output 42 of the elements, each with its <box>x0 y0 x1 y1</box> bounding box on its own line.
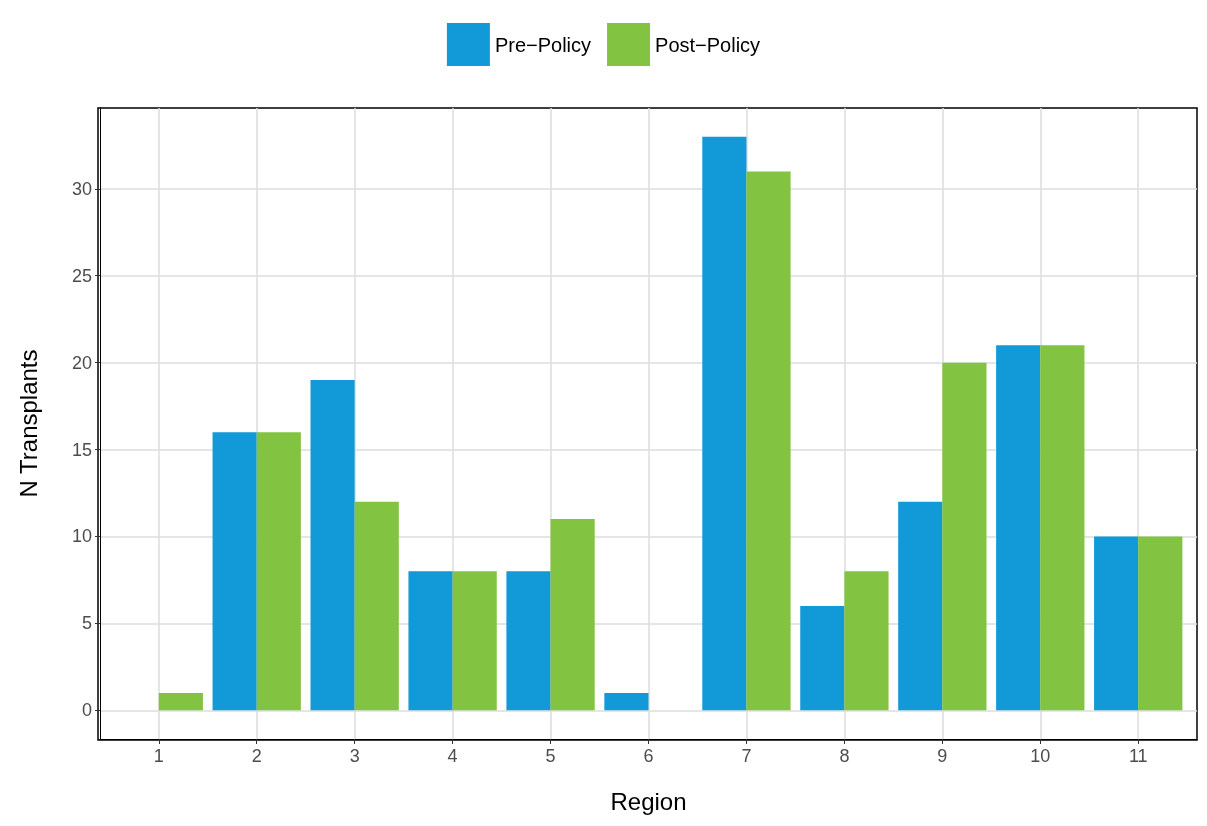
bar <box>1094 536 1139 711</box>
x-tick-label: 3 <box>349 746 360 766</box>
x-tick-label: 9 <box>937 746 948 766</box>
bar <box>452 571 497 711</box>
bar <box>800 606 845 711</box>
x-tick-label: 10 <box>1030 746 1051 766</box>
x-tick-label: 5 <box>545 746 556 766</box>
x-axis-title: Region <box>610 787 687 815</box>
bar <box>746 171 791 711</box>
bar <box>898 501 943 711</box>
x-tick-label: 8 <box>839 746 850 766</box>
bar <box>550 519 595 711</box>
legend-label: Post−Policy <box>655 33 761 56</box>
bar <box>996 345 1041 711</box>
bar <box>212 432 257 711</box>
bar <box>942 362 987 711</box>
bar <box>506 571 551 711</box>
bar <box>408 571 453 711</box>
bar <box>1040 345 1085 711</box>
bar <box>354 501 399 711</box>
x-tick-label: 2 <box>251 746 262 766</box>
y-tick-label: 30 <box>71 178 92 199</box>
x-tick-label: 6 <box>643 746 654 766</box>
bar <box>256 432 301 711</box>
x-tick-label: 4 <box>447 746 458 766</box>
y-tick-label: 25 <box>71 265 92 286</box>
y-tick-label: 15 <box>71 439 92 460</box>
y-tick-label: 0 <box>81 700 92 721</box>
bar <box>310 380 355 711</box>
bar <box>1138 536 1183 711</box>
bar <box>604 692 649 711</box>
x-tick-label: 11 <box>1128 746 1148 766</box>
x-tick-label: 1 <box>153 746 164 766</box>
bar <box>158 692 203 711</box>
y-tick-label: 10 <box>71 526 92 547</box>
y-axis-title: N Transplants <box>14 349 42 498</box>
y-tick-label: 20 <box>71 352 92 373</box>
bar <box>702 136 747 711</box>
bar <box>844 571 889 711</box>
legend-label: Pre−Policy <box>494 33 592 56</box>
y-tick-label: 5 <box>81 613 92 634</box>
x-tick-label: 7 <box>741 746 752 766</box>
